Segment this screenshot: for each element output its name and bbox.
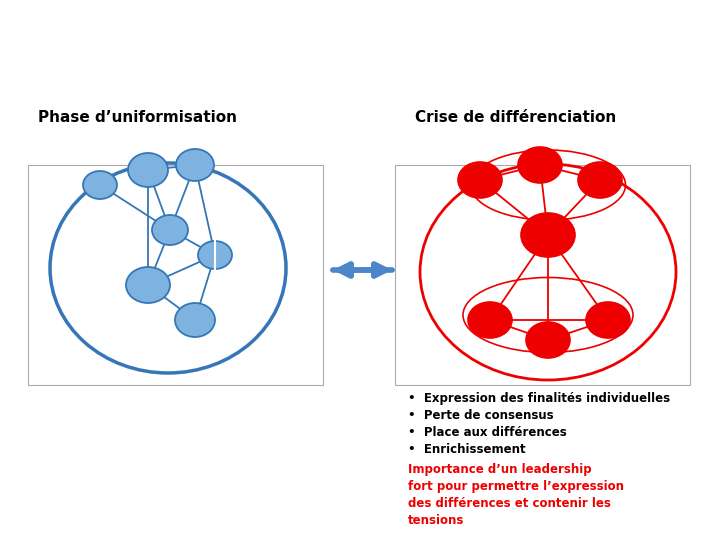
- Ellipse shape: [578, 162, 622, 198]
- Text: •  Expression des finalités individuelles: • Expression des finalités individuelles: [408, 392, 670, 405]
- Text: •  Enrichissement: • Enrichissement: [408, 443, 526, 456]
- Bar: [395, 165, 690, 385]
- Text: Crise de différenciation: Crise de différenciation: [415, 110, 616, 125]
- Text: des différences et contenir les: des différences et contenir les: [408, 497, 611, 510]
- Ellipse shape: [458, 162, 502, 198]
- Ellipse shape: [526, 322, 570, 358]
- Ellipse shape: [518, 147, 562, 183]
- Bar: [28, 165, 323, 385]
- Text: fort pour permettre l’expression: fort pour permettre l’expression: [408, 480, 624, 493]
- Text: Phase d’uniformisation: Phase d’uniformisation: [38, 110, 237, 125]
- Ellipse shape: [586, 302, 630, 338]
- Text: •  Perte de consensus: • Perte de consensus: [408, 409, 554, 422]
- Text: •  Place aux différences: • Place aux différences: [408, 426, 567, 439]
- Ellipse shape: [198, 241, 232, 269]
- Ellipse shape: [175, 303, 215, 337]
- Text: Importance d’un leadership: Importance d’un leadership: [408, 463, 592, 476]
- Ellipse shape: [521, 213, 575, 257]
- Ellipse shape: [128, 153, 168, 187]
- Text: tensions: tensions: [408, 514, 464, 527]
- Ellipse shape: [176, 149, 214, 181]
- Ellipse shape: [468, 302, 512, 338]
- Ellipse shape: [152, 215, 188, 245]
- Ellipse shape: [83, 171, 117, 199]
- Ellipse shape: [126, 267, 170, 303]
